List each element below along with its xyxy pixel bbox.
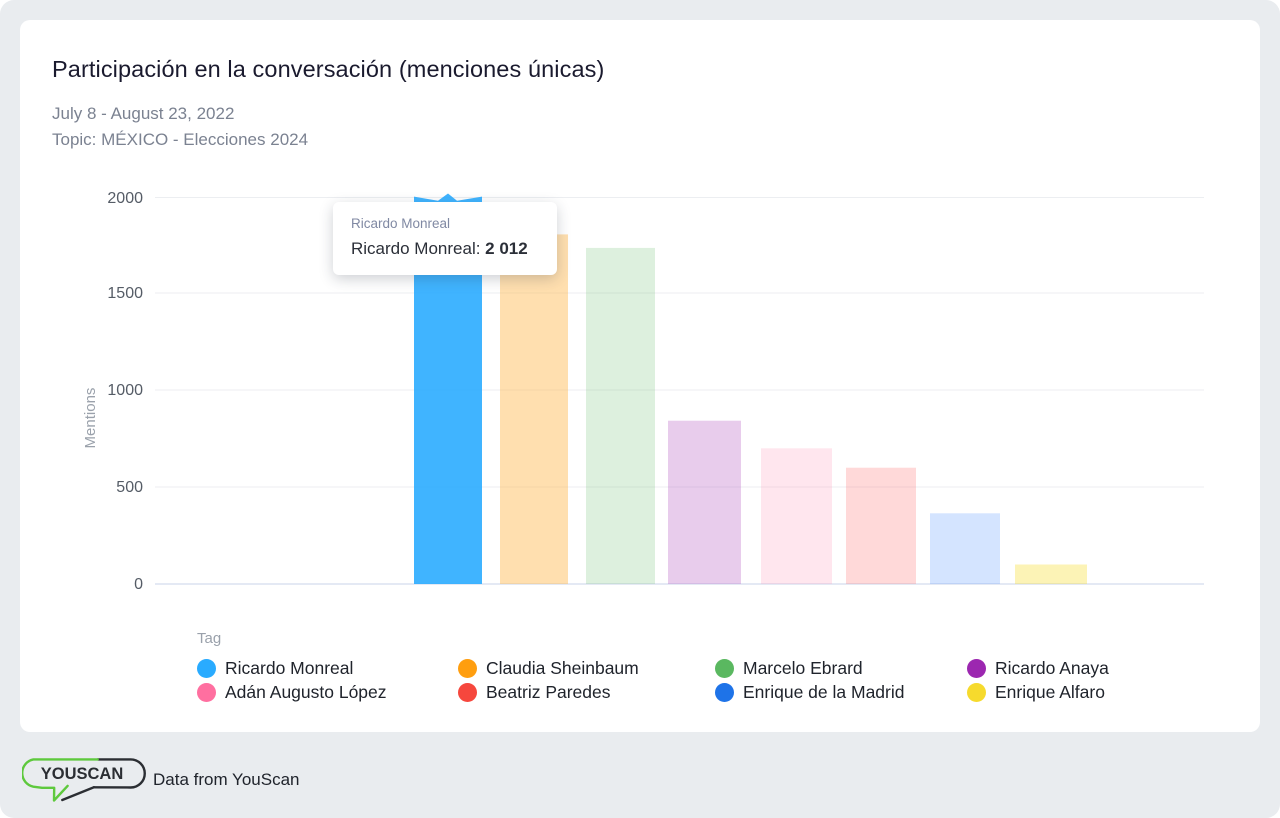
svg-text:1500: 1500 bbox=[107, 285, 143, 302]
svg-text:1000: 1000 bbox=[107, 382, 143, 399]
svg-text:0: 0 bbox=[134, 576, 143, 593]
svg-text:Mentions: Mentions bbox=[82, 388, 99, 449]
svg-text:500: 500 bbox=[116, 479, 143, 496]
svg-text:YOUSCAN: YOUSCAN bbox=[41, 765, 124, 783]
svg-text:2000: 2000 bbox=[107, 190, 143, 207]
